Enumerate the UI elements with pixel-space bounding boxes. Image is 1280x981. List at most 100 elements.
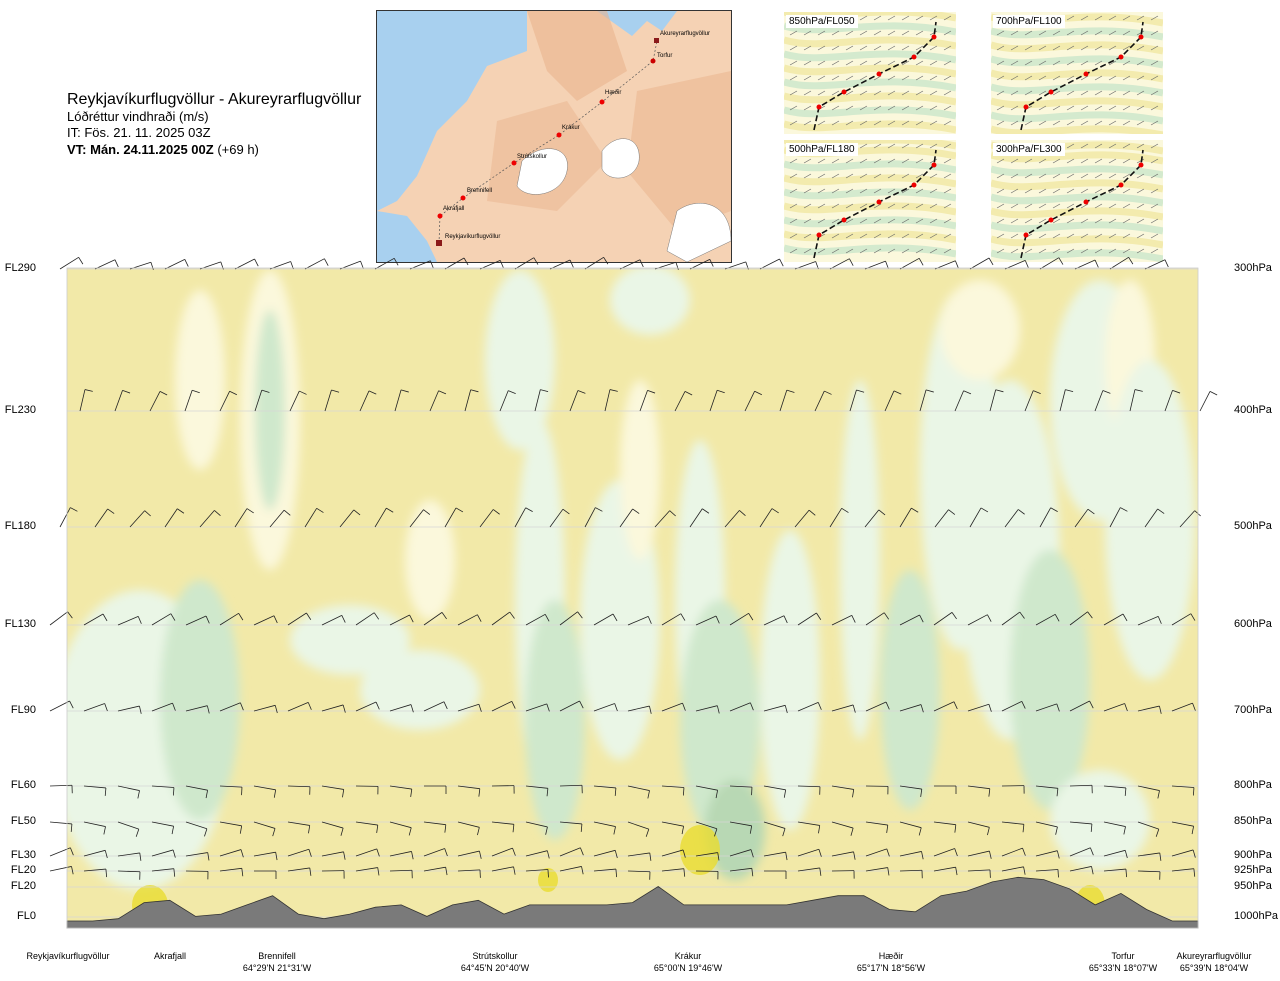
wind-barb-feather bbox=[308, 849, 312, 857]
panel-barb bbox=[1024, 173, 1033, 179]
wind-barb-shaft bbox=[83, 613, 104, 626]
wind-barb-shaft bbox=[933, 848, 955, 857]
panel-barb bbox=[887, 233, 896, 239]
wind-barb-shaft bbox=[814, 390, 825, 412]
wind-barb-feather bbox=[779, 258, 784, 267]
wind-barb-shaft bbox=[933, 612, 953, 626]
map-glacier-3 bbox=[666, 203, 731, 262]
wind-barb-shaft bbox=[899, 851, 922, 857]
hpa-tick-label: 925hPa bbox=[1234, 864, 1272, 876]
panel-barb bbox=[929, 45, 938, 51]
panel-barb bbox=[1136, 75, 1145, 81]
panel-barb bbox=[873, 233, 882, 239]
wind-barb-shaft bbox=[444, 507, 457, 528]
wind-barb-feather bbox=[613, 826, 616, 835]
wind-barb-shaft bbox=[593, 821, 616, 827]
wind-barb-feather bbox=[748, 613, 754, 621]
wind-barb-feather bbox=[229, 390, 238, 396]
panel-barb bbox=[1066, 120, 1075, 126]
wind-barb-feather bbox=[639, 259, 644, 268]
wind-barb-feather bbox=[299, 390, 307, 395]
title-block: Reykjavíkurflugvöllur - Akureyrarflugvöl… bbox=[67, 90, 361, 158]
waypoint-name: Torfur bbox=[1111, 951, 1135, 961]
panel-contour bbox=[991, 151, 1163, 165]
wind-barb-feather bbox=[609, 389, 618, 392]
panel-contour bbox=[784, 50, 956, 64]
wind-barb-shaft bbox=[1039, 507, 1052, 528]
wind-barb-feather bbox=[1155, 829, 1160, 837]
wind-barb-feather bbox=[702, 508, 710, 514]
wind-barb-shaft bbox=[1001, 866, 1024, 872]
wind-barb-shaft bbox=[423, 866, 446, 872]
wind-barb-shaft bbox=[185, 615, 207, 626]
panel-barb bbox=[859, 15, 868, 21]
wind-barb-feather bbox=[1065, 389, 1074, 392]
panel-barb bbox=[1024, 75, 1033, 81]
panel-barb bbox=[996, 105, 1005, 111]
waypoint-coord: 65°17'N 18°56'W bbox=[856, 963, 926, 973]
wind-barb-feather bbox=[239, 825, 243, 834]
panel-barb bbox=[901, 203, 910, 209]
wind-barb-shaft bbox=[1164, 390, 1173, 412]
panel-barb bbox=[1038, 248, 1047, 254]
wind-barb-feather bbox=[105, 869, 108, 878]
panel-barb bbox=[943, 45, 952, 51]
velocity-region bbox=[680, 600, 760, 840]
wind-barb-feather bbox=[170, 613, 176, 621]
panel-barb bbox=[901, 173, 910, 179]
panel-barb bbox=[1094, 203, 1103, 209]
wind-barb-shaft bbox=[49, 784, 73, 787]
wind-barb-feather bbox=[1125, 869, 1128, 878]
panel-barb bbox=[1150, 188, 1159, 194]
wind-barb-feather bbox=[682, 849, 686, 858]
panel-barb bbox=[831, 120, 840, 126]
panel-barb bbox=[1094, 60, 1103, 66]
panel-waypoint bbox=[1048, 217, 1054, 223]
wind-barb-feather bbox=[783, 789, 787, 798]
wind-barb-shaft bbox=[151, 613, 172, 626]
wind-barb-shaft bbox=[324, 389, 332, 412]
panel-barb bbox=[1010, 188, 1019, 194]
wind-barb-shaft bbox=[674, 391, 686, 412]
wind-barb-shaft bbox=[829, 508, 842, 528]
panel-barb bbox=[1052, 188, 1061, 194]
panel-barb bbox=[1010, 60, 1019, 66]
wind-barb-feather bbox=[70, 847, 74, 856]
panel-barb bbox=[1094, 45, 1103, 51]
panel-waypoint bbox=[1118, 182, 1124, 188]
wind-barb-feather bbox=[1091, 866, 1094, 875]
wind-barb-shaft bbox=[83, 703, 105, 712]
hpa-tick-label: 300hPa bbox=[1234, 262, 1272, 274]
wind-barb-feather bbox=[376, 848, 380, 857]
wind-barb-shaft bbox=[491, 847, 513, 857]
wind-barb-shaft bbox=[525, 703, 547, 712]
wind-barb-feather bbox=[614, 850, 618, 859]
panel-barb bbox=[845, 158, 854, 164]
wind-barb-feather bbox=[261, 389, 270, 393]
panel-barb bbox=[1066, 143, 1075, 149]
wind-barb-feather bbox=[241, 868, 244, 877]
wind-barb-feather bbox=[988, 257, 994, 266]
wind-barb-shaft bbox=[729, 702, 751, 712]
waypoint-name: Reykjavíkurflugvöllur bbox=[26, 951, 110, 961]
strong-updraft bbox=[680, 825, 720, 875]
wind-barb-shaft bbox=[695, 852, 718, 857]
panel-barb bbox=[817, 90, 826, 96]
panel-barb bbox=[943, 15, 952, 21]
wind-barb-feather bbox=[177, 508, 185, 514]
velocity-region bbox=[880, 570, 940, 810]
panel-barb bbox=[873, 105, 882, 111]
panel-barb bbox=[901, 233, 910, 239]
wind-barb-feather bbox=[192, 389, 200, 394]
panel-contour bbox=[991, 55, 1163, 69]
panel-300: 300hPa/FL300 bbox=[991, 140, 1163, 262]
wind-barb-shaft bbox=[709, 390, 718, 412]
wind-barb-shaft bbox=[619, 259, 641, 270]
wind-barb-shaft bbox=[604, 389, 611, 412]
wind-barb-feather bbox=[139, 852, 142, 861]
panel-barb bbox=[1108, 30, 1117, 36]
map-highland-n bbox=[527, 11, 627, 101]
fl-tick-label: FL60 bbox=[10, 779, 36, 791]
map-label-strutskollur: Strútskollur bbox=[517, 154, 547, 160]
panel-barb bbox=[1010, 248, 1019, 254]
